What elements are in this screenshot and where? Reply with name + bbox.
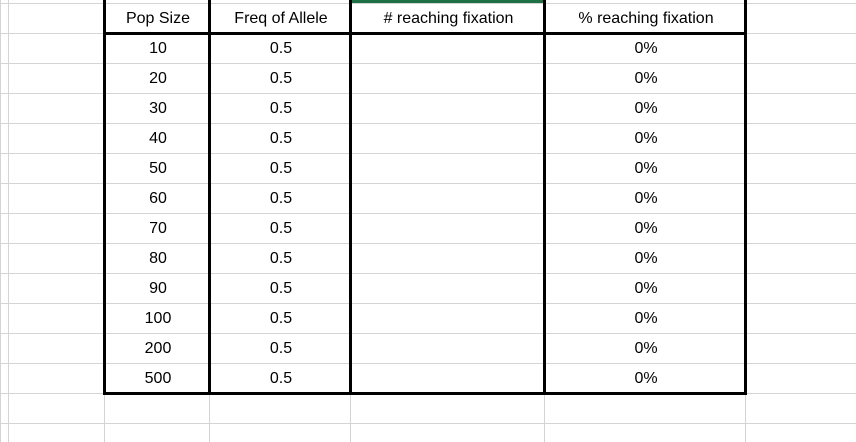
- table-cell[interactable]: 60: [149, 190, 167, 207]
- table-cell[interactable]: 0.5: [269, 280, 293, 297]
- table-border-vertical: [543, 0, 546, 394]
- table-cell[interactable]: 0%: [634, 40, 658, 57]
- table-cell[interactable]: 0.5: [269, 310, 293, 327]
- column-header-cell[interactable]: % reaching fixation: [578, 10, 714, 27]
- table-cell[interactable]: [353, 364, 544, 394]
- table-cell[interactable]: [353, 184, 544, 214]
- table-cell[interactable]: 0%: [634, 370, 658, 387]
- table-cell[interactable]: 0%: [634, 70, 658, 87]
- table-cell[interactable]: 0%: [634, 280, 658, 297]
- table-border-horizontal: [103, 392, 747, 395]
- table-cell[interactable]: [353, 244, 544, 274]
- table-cell[interactable]: [353, 154, 544, 184]
- table-cell[interactable]: 0.5: [269, 250, 293, 267]
- gridline-horizontal: [0, 93, 856, 94]
- table-cell[interactable]: 80: [149, 250, 167, 267]
- table-cell[interactable]: 0%: [634, 310, 658, 327]
- table-cell[interactable]: 0%: [634, 250, 658, 267]
- table-cell[interactable]: [353, 304, 544, 334]
- table-cell[interactable]: [353, 64, 544, 94]
- table-cell[interactable]: 0%: [634, 220, 658, 237]
- table-cell[interactable]: 500: [144, 370, 172, 387]
- table-cell[interactable]: [353, 124, 544, 154]
- table-border-vertical: [349, 0, 352, 394]
- gridline-horizontal: [0, 63, 856, 64]
- gridline-horizontal: [0, 363, 856, 364]
- column-header-cell[interactable]: Freq of Allele: [234, 10, 328, 27]
- table-cell[interactable]: [353, 334, 544, 364]
- gridline-horizontal: [0, 3, 856, 4]
- table-cell[interactable]: 0%: [634, 160, 658, 177]
- gridline-vertical: [8, 0, 9, 442]
- table-cell[interactable]: [353, 34, 544, 64]
- table-border-vertical: [103, 0, 106, 394]
- table-cell[interactable]: 0%: [634, 190, 658, 207]
- active-cell-indicator: [351, 0, 544, 3]
- table-cell[interactable]: 200: [144, 340, 172, 357]
- gridline-horizontal: [0, 333, 856, 334]
- table-cell[interactable]: [353, 214, 544, 244]
- table-cell[interactable]: 0.5: [269, 70, 293, 87]
- table-cell[interactable]: 100: [144, 310, 172, 327]
- table-cell[interactable]: 20: [149, 70, 167, 87]
- table-cell[interactable]: 70: [149, 220, 167, 237]
- column-header-cell[interactable]: # reaching fixation: [383, 10, 514, 27]
- table-cell[interactable]: 40: [149, 130, 167, 147]
- gridline-horizontal: [0, 213, 856, 214]
- table-cell[interactable]: 0.5: [269, 40, 293, 57]
- gridline-horizontal: [0, 243, 856, 244]
- table-cell[interactable]: 0%: [634, 100, 658, 117]
- table-cell[interactable]: 0.5: [269, 130, 293, 147]
- gridline-horizontal: [0, 303, 856, 304]
- table-cell[interactable]: 0.5: [269, 220, 293, 237]
- table-cell[interactable]: 0.5: [269, 100, 293, 117]
- table-cell[interactable]: 50: [149, 160, 167, 177]
- table-border-horizontal: [103, 32, 747, 35]
- gridline-horizontal: [0, 153, 856, 154]
- gridline-vertical: [0, 0, 1, 442]
- table-border-vertical: [744, 0, 747, 394]
- table-cell[interactable]: [353, 94, 544, 124]
- table-cell[interactable]: 0%: [634, 130, 658, 147]
- table-cell[interactable]: 90: [149, 280, 167, 297]
- table-cell[interactable]: 10: [149, 40, 167, 57]
- table-border-vertical: [208, 0, 211, 394]
- gridline-horizontal: [0, 273, 856, 274]
- gridline-horizontal: [0, 183, 856, 184]
- gridline-horizontal: [0, 123, 856, 124]
- table-cell[interactable]: 0.5: [269, 160, 293, 177]
- table-cell[interactable]: [353, 274, 544, 304]
- table-cell[interactable]: 0%: [634, 340, 658, 357]
- table-cell[interactable]: 0.5: [269, 340, 293, 357]
- table-cell[interactable]: 0.5: [269, 190, 293, 207]
- column-header-cell[interactable]: Pop Size: [125, 10, 191, 27]
- table-cell[interactable]: 30: [149, 100, 167, 117]
- gridline-horizontal: [0, 423, 856, 424]
- table-cell[interactable]: 0.5: [269, 370, 293, 387]
